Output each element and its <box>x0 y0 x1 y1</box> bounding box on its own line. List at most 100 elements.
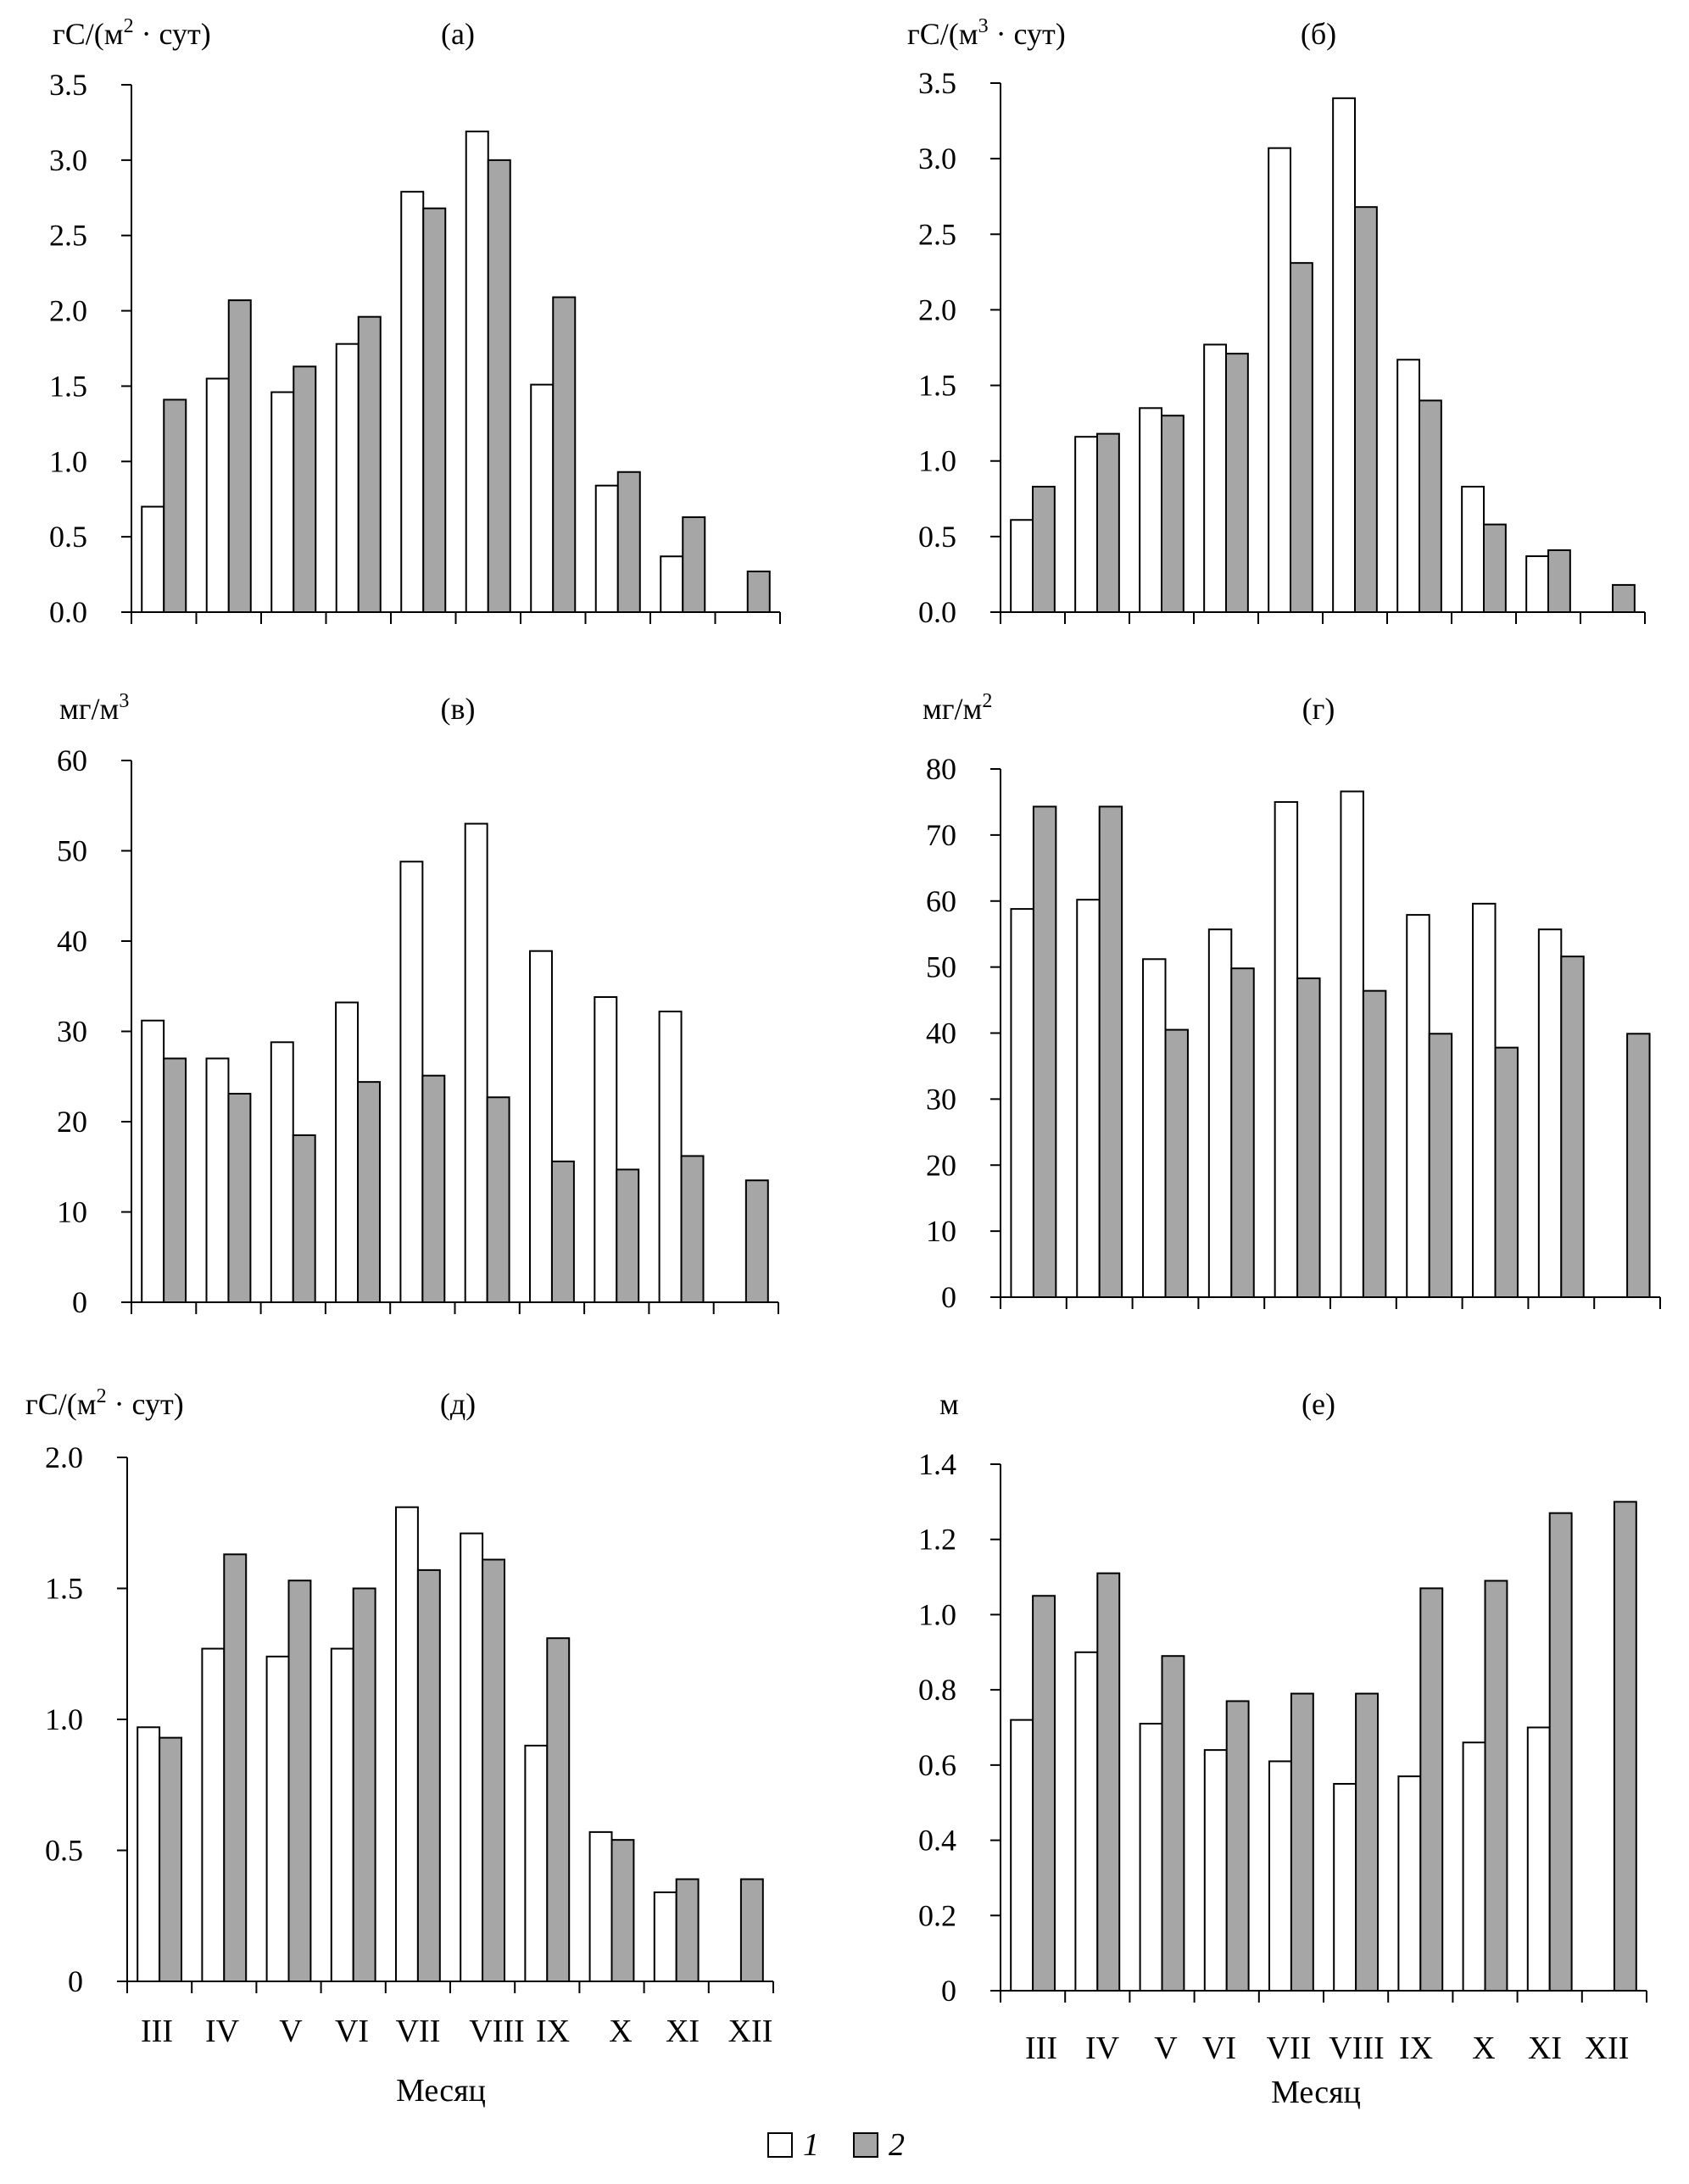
y-tick-label: 50 <box>57 834 87 868</box>
bar-d-s2-VI <box>352 1587 376 1982</box>
y-tick-label: 1.0 <box>49 444 87 478</box>
y-tick-label: 80 <box>926 752 956 786</box>
bar-a-s2-X <box>616 471 641 613</box>
bar-d-s1-XI <box>653 1891 677 1982</box>
bar-g-s2-IX <box>1428 1033 1453 1299</box>
y-tick-label: 0.0 <box>918 595 956 629</box>
y-axis-label: гС/(м2 · сут) <box>53 15 211 51</box>
bar-e-s2-IX <box>1419 1587 1444 1992</box>
x-tick-label: VI <box>1202 2031 1236 2066</box>
panel-title: (а) <box>441 17 475 51</box>
y-tick-label: 0.4 <box>918 1824 956 1858</box>
bar-e-s2-VI <box>1225 1700 1250 1992</box>
bar-a-s1-VIII <box>465 131 489 613</box>
bar-g-s1-VIII <box>1340 790 1364 1298</box>
bar-b-s2-XI <box>1547 549 1571 613</box>
x-tick-label: V <box>279 2014 303 2049</box>
y-tick-label: 0 <box>72 1285 87 1319</box>
y-tick-label: 2.0 <box>918 292 956 326</box>
bar-d-s1-V <box>265 1655 290 1982</box>
bar-g-s1-X <box>1472 902 1497 1298</box>
y-axis-label: гС/(м3 · сут) <box>907 15 1066 51</box>
bar-a-s1-IX <box>530 383 555 613</box>
bar-d-s2-X <box>610 1839 635 1982</box>
bar-e-s2-IV <box>1096 1572 1121 1992</box>
bar-d-s1-VII <box>394 1506 419 1982</box>
bar-e-s2-XI <box>1548 1512 1573 1992</box>
bar-a-s2-VI <box>357 315 382 613</box>
bar-v-s2-VIII <box>486 1096 510 1303</box>
x-tick-label: III <box>141 2014 173 2049</box>
y-tick-label: 40 <box>926 1017 956 1050</box>
bar-g-s2-VIII <box>1362 989 1387 1299</box>
bar-b-s1-XI <box>1525 555 1550 614</box>
bar-v-s1-VI <box>335 1001 360 1304</box>
panel-title: (е) <box>1302 1387 1335 1421</box>
y-tick-label: 70 <box>926 818 956 852</box>
bar-e-s1-VII <box>1268 1760 1292 1992</box>
y-tick-label: 0.5 <box>49 520 87 554</box>
x-tick-label: III <box>1025 2031 1057 2066</box>
bar-b-s1-IX <box>1396 359 1421 613</box>
y-tick-label: 3.0 <box>49 143 87 177</box>
bar-v-s2-VI <box>357 1081 381 1303</box>
x-tick-label: VII <box>396 2014 441 2049</box>
bar-b-s2-IX <box>1419 399 1442 613</box>
y-tick-label: 3.0 <box>918 142 956 176</box>
panel-d: 0 0.5 1.0 1.5 2.0 гС/(м2 · сут) (д) III IV V VI VII… <box>25 1385 774 2109</box>
bar-a-s1-VI <box>335 343 360 613</box>
bar-d-s1-X <box>588 1830 613 1983</box>
y-tick-label: 2.0 <box>45 1440 83 1474</box>
bar-g-s1-VI <box>1207 928 1233 1298</box>
bar-v-s2-V <box>292 1134 316 1303</box>
bar-d-s2-III <box>159 1736 183 1982</box>
bar-e-s2-X <box>1484 1580 1508 1992</box>
x-tick-label: XI <box>1528 2031 1562 2066</box>
y-tick-label: 1.0 <box>918 1597 956 1631</box>
panel-title: (г) <box>1302 692 1335 726</box>
bar-d-s2-XI <box>675 1878 700 1982</box>
y-tick-label: 20 <box>926 1148 956 1182</box>
bar-b-s2-V <box>1161 415 1185 613</box>
x-axis-label: Месяц <box>1271 2075 1361 2110</box>
x-tick-label: IV <box>1085 2031 1120 2066</box>
y-tick-label: 1.0 <box>918 444 956 478</box>
bar-g-s2-XII <box>1626 1033 1651 1299</box>
panel-g: 0 10 20 30 40 50 60 70 80 мг/м2 (г) <box>923 690 1661 1314</box>
bar-v-s2-XII <box>744 1179 769 1303</box>
y-tick-label: 10 <box>926 1214 956 1248</box>
bar-a-s1-XI <box>660 555 684 614</box>
x-tick-label: VII <box>1267 2031 1312 2066</box>
y-tick-label: 0.5 <box>45 1834 83 1868</box>
bar-a-s2-IV <box>227 299 252 613</box>
bar-a-s2-III <box>163 398 187 613</box>
legend: 1 2 <box>767 2120 905 2170</box>
bar-v-s1-VII <box>399 861 424 1303</box>
bar-g-s1-XI <box>1537 928 1563 1298</box>
bar-e-s2-VII <box>1290 1692 1314 1992</box>
y-tick-label: 1.4 <box>918 1447 956 1481</box>
bar-a-s1-X <box>594 484 619 613</box>
bar-g-s2-VII <box>1296 977 1321 1299</box>
bar-a-s2-XII <box>746 571 771 614</box>
bar-v-s2-VII <box>421 1074 446 1304</box>
legend-swatch-1 <box>767 2132 793 2158</box>
y-tick-label: 0 <box>941 1280 956 1314</box>
bar-v-s1-VIII <box>464 822 488 1303</box>
bar-d-s2-VII <box>416 1568 441 1982</box>
bar-v-s2-IX <box>550 1160 575 1303</box>
bar-a-s1-III <box>141 505 165 613</box>
y-tick-label: 10 <box>57 1195 87 1229</box>
bar-a-s2-XI <box>682 516 706 613</box>
bar-v-s2-III <box>163 1057 187 1303</box>
y-tick-label: 20 <box>57 1105 87 1139</box>
bar-b-s1-X <box>1461 486 1486 613</box>
bar-e-s1-III <box>1010 1719 1034 1992</box>
x-tick-label: XII <box>728 2014 773 2049</box>
bar-v-s1-III <box>141 1019 165 1303</box>
bar-a-s1-VII <box>400 191 425 613</box>
bar-e-s2-VIII <box>1355 1692 1380 1992</box>
bar-b-s2-VII <box>1290 262 1313 613</box>
bar-a-s2-V <box>293 365 317 613</box>
y-tick-label: 1.0 <box>45 1702 83 1736</box>
